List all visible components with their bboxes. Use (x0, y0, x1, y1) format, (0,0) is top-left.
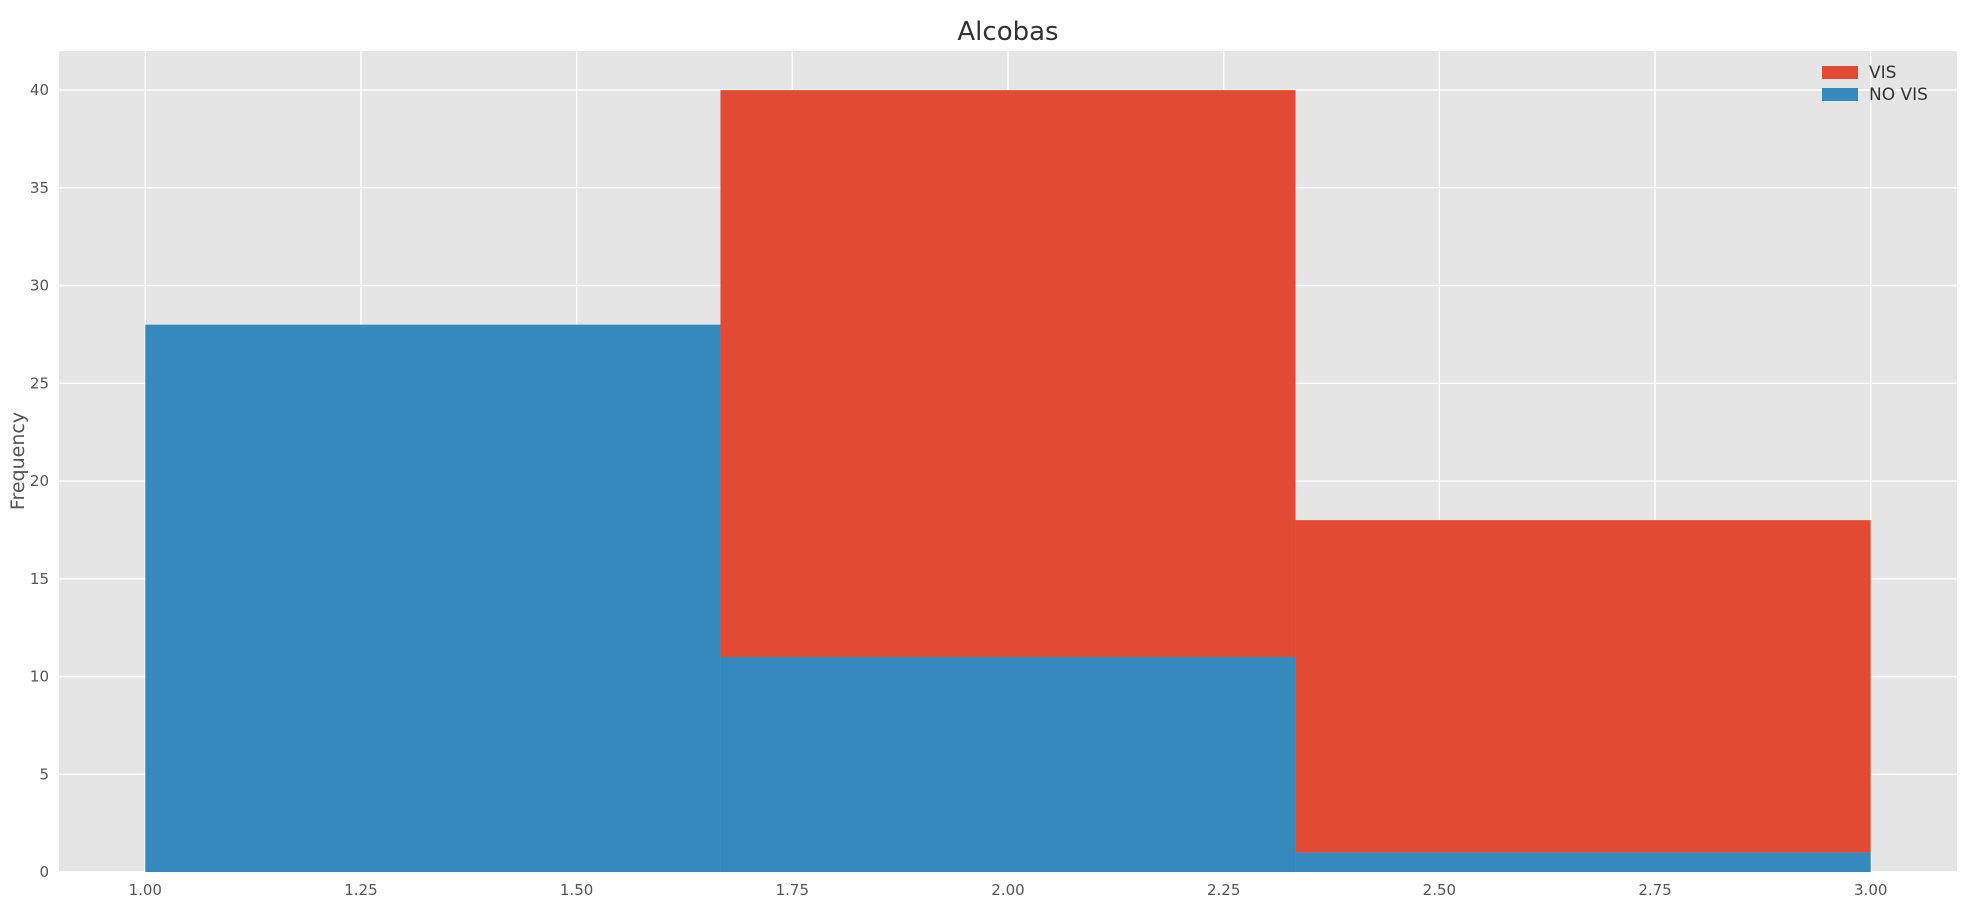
bar-vis-bin-2 (720, 90, 1296, 657)
legend-label-vis: VIS (1869, 63, 1896, 83)
y-tick-label-5: 25 (30, 374, 49, 392)
x-tick-label-3: 1.75 (776, 881, 809, 899)
y-tick-label-3: 15 (30, 570, 49, 588)
x-tick-label-6: 2.50 (1423, 881, 1456, 899)
x-tick-label-4: 2.00 (991, 881, 1024, 899)
x-axis-ticks: 1.00 1.25 1.50 1.75 2.00 2.25 2.50 2.75 3.00 (129, 881, 1888, 899)
x-tick-label-1: 1.25 (344, 881, 377, 899)
bar-vis-bin-3 (1295, 520, 1871, 853)
y-tick-label-7: 35 (30, 179, 49, 197)
y-tick-label-8: 40 (30, 81, 49, 99)
y-tick-label-2: 10 (30, 668, 49, 686)
x-tick-label-2: 1.50 (560, 881, 593, 899)
y-tick-label-4: 20 (30, 472, 49, 490)
x-tick-label-5: 2.25 (1207, 881, 1240, 899)
legend-swatch-no-vis (1822, 88, 1858, 101)
y-axis-ticks: 0 5 10 15 20 25 30 35 40 (30, 81, 49, 881)
chart-title: Alcobas (957, 17, 1058, 47)
histogram-bars (145, 90, 1871, 873)
legend-swatch-vis (1822, 66, 1858, 79)
x-tick-label-7: 2.75 (1638, 881, 1671, 899)
y-tick-label-1: 5 (39, 765, 49, 783)
bar-no-vis-bin-2 (720, 656, 1296, 872)
y-tick-label-0: 0 (39, 863, 49, 881)
x-tick-label-8: 3.00 (1854, 881, 1887, 899)
bar-no-vis-bin-1 (145, 324, 721, 873)
y-tick-label-6: 30 (30, 277, 49, 295)
bar-no-vis-bin-3 (1295, 852, 1871, 872)
x-tick-label-0: 1.00 (129, 881, 162, 899)
legend-label-no-vis: NO VIS (1869, 85, 1928, 105)
y-axis-label: Frequency (7, 412, 29, 510)
